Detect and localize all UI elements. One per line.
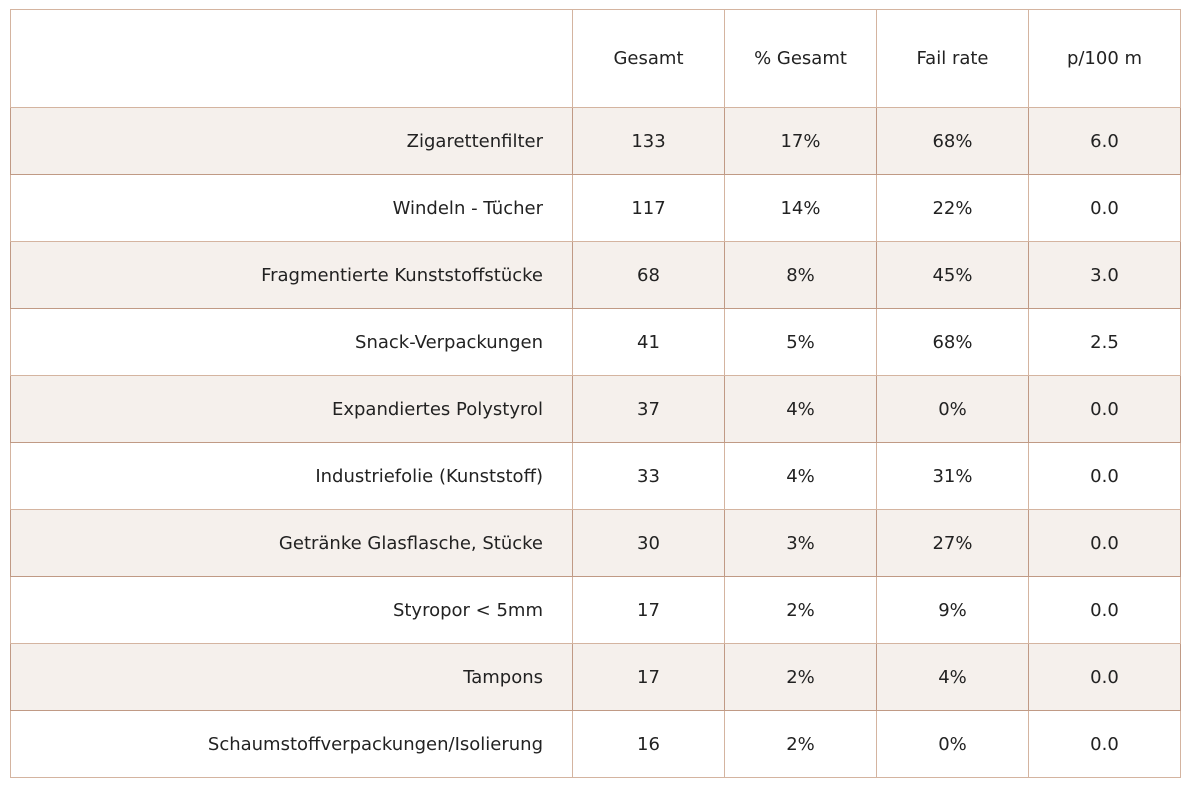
row-label-cell: Schaumstoffverpackungen/Isolierung [10, 710, 573, 778]
row-gesamt-cell: 37 [572, 375, 725, 443]
row-p100m-cell: 0.0 [1028, 509, 1181, 577]
row-gesamt-cell: 17 [572, 643, 725, 711]
row-gesamt-cell: 17 [572, 576, 725, 644]
row-fail-rate-cell: 0% [876, 710, 1029, 778]
header-gesamt: Gesamt [572, 9, 725, 108]
row-p100m-cell: 0.0 [1028, 442, 1181, 510]
header-p100m: p/100 m [1028, 9, 1181, 108]
row-p100m-cell: 0.0 [1028, 710, 1181, 778]
row-p100m-cell: 0.0 [1028, 375, 1181, 443]
table-row: Getränke Glasflasche, Stücke 30 3% 27% 0.0 [10, 509, 1181, 577]
table-row: Snack-Verpackungen 41 5% 68% 2.5 [10, 308, 1181, 376]
row-gesamt-cell: 30 [572, 509, 725, 577]
table-row: Expandiertes Polystyrol 37 4% 0% 0.0 [10, 375, 1181, 443]
row-pct-gesamt-cell: 3% [724, 509, 877, 577]
row-fail-rate-cell: 9% [876, 576, 1029, 644]
row-gesamt-cell: 33 [572, 442, 725, 510]
row-gesamt-cell: 117 [572, 174, 725, 242]
row-gesamt-cell: 41 [572, 308, 725, 376]
row-gesamt-cell: 68 [572, 241, 725, 309]
table-body: Zigarettenfilter 133 17% 68% 6.0 Windeln - Tü… [10, 107, 1181, 778]
table-row: Windeln - Tücher 117 14% 22% 0.0 [10, 174, 1181, 242]
row-label-cell: Styropor < 5mm [10, 576, 573, 644]
header-fail-rate: Fail rate [876, 9, 1029, 108]
row-gesamt-cell: 16 [572, 710, 725, 778]
table-row: Schaumstoffverpackungen/Isolierung 16 2% 0%… [10, 710, 1181, 778]
row-label-cell: Windeln - Tücher [10, 174, 573, 242]
litter-table-container: Gesamt % Gesamt Fail rate p/100 m Zigare… [10, 9, 1181, 779]
row-gesamt-cell: 133 [572, 107, 725, 175]
row-pct-gesamt-cell: 17% [724, 107, 877, 175]
row-pct-gesamt-cell: 4% [724, 442, 877, 510]
litter-summary-table: Gesamt % Gesamt Fail rate p/100 m Zigare… [10, 9, 1181, 778]
table-row: Fragmentierte Kunststoffstücke 68 8% 45% 3.0 [10, 241, 1181, 309]
header-pct-gesamt: % Gesamt [724, 9, 877, 108]
row-label-cell: Zigarettenfilter [10, 107, 573, 175]
row-pct-gesamt-cell: 14% [724, 174, 877, 242]
table-row: Industriefolie (Kunststoff) 33 4% 31% 0.0 [10, 442, 1181, 510]
row-p100m-cell: 3.0 [1028, 241, 1181, 309]
row-fail-rate-cell: 22% [876, 174, 1029, 242]
row-pct-gesamt-cell: 5% [724, 308, 877, 376]
row-p100m-cell: 0.0 [1028, 174, 1181, 242]
table-row: Styropor < 5mm 17 2% 9% 0.0 [10, 576, 1181, 644]
row-fail-rate-cell: 27% [876, 509, 1029, 577]
row-fail-rate-cell: 4% [876, 643, 1029, 711]
row-fail-rate-cell: 45% [876, 241, 1029, 309]
row-label-cell: Fragmentierte Kunststoffstücke [10, 241, 573, 309]
row-pct-gesamt-cell: 2% [724, 576, 877, 644]
row-p100m-cell: 0.0 [1028, 643, 1181, 711]
table-header-row: Gesamt % Gesamt Fail rate p/100 m [10, 9, 1181, 108]
row-p100m-cell: 2.5 [1028, 308, 1181, 376]
row-fail-rate-cell: 68% [876, 107, 1029, 175]
row-pct-gesamt-cell: 2% [724, 643, 877, 711]
table-row: Zigarettenfilter 133 17% 68% 6.0 [10, 107, 1181, 175]
row-pct-gesamt-cell: 4% [724, 375, 877, 443]
row-fail-rate-cell: 0% [876, 375, 1029, 443]
row-label-cell: Industriefolie (Kunststoff) [10, 442, 573, 510]
row-label-cell: Tampons [10, 643, 573, 711]
row-p100m-cell: 0.0 [1028, 576, 1181, 644]
row-pct-gesamt-cell: 2% [724, 710, 877, 778]
row-fail-rate-cell: 31% [876, 442, 1029, 510]
table-row: Tampons 17 2% 4% 0.0 [10, 643, 1181, 711]
header-label-column [10, 9, 573, 108]
row-label-cell: Getränke Glasflasche, Stücke [10, 509, 573, 577]
row-p100m-cell: 6.0 [1028, 107, 1181, 175]
row-pct-gesamt-cell: 8% [724, 241, 877, 309]
row-label-cell: Snack-Verpackungen [10, 308, 573, 376]
row-fail-rate-cell: 68% [876, 308, 1029, 376]
row-label-cell: Expandiertes Polystyrol [10, 375, 573, 443]
